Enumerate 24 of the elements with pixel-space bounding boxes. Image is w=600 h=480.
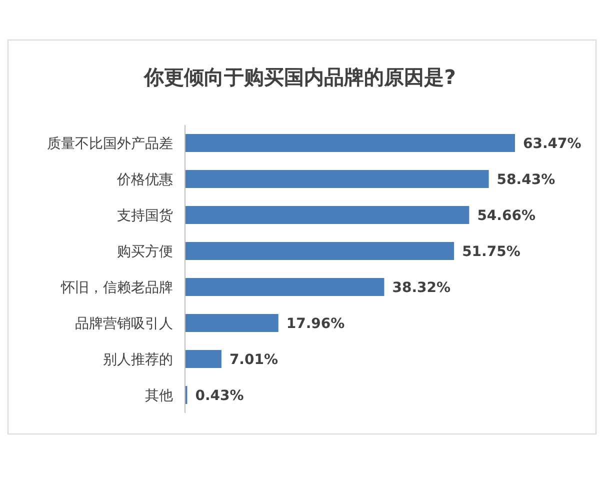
bar (185, 170, 489, 188)
chart-title: 你更倾向于购买国内品牌的原因是? (143, 65, 456, 89)
bar (185, 206, 470, 224)
data-label: 63.47% (523, 136, 582, 152)
y-tick-label: 价格优惠 (116, 172, 173, 188)
bar (185, 242, 454, 260)
bar (185, 134, 515, 152)
y-tick-label: 品牌营销吸引人 (75, 316, 173, 332)
y-tick-label: 购买方便 (117, 244, 173, 260)
data-label: 7.01% (229, 352, 278, 368)
bar (185, 350, 222, 368)
data-label: 51.75% (462, 244, 520, 260)
data-label: 17.96% (286, 316, 345, 332)
data-label: 54.66% (477, 208, 536, 224)
data-label: 0.43% (195, 388, 244, 404)
y-tick-label: 怀旧，信赖老品牌 (60, 280, 173, 296)
y-tick-label: 别人推荐的 (103, 352, 173, 368)
y-tick-label: 质量不比国外产品差 (47, 136, 173, 152)
data-label: 58.43% (496, 172, 556, 188)
y-tick-label: 其他 (145, 388, 173, 404)
y-tick-label: 支持国货 (117, 208, 173, 224)
bar (185, 314, 278, 332)
data-label: 38.32% (392, 280, 451, 296)
bar (185, 278, 384, 296)
